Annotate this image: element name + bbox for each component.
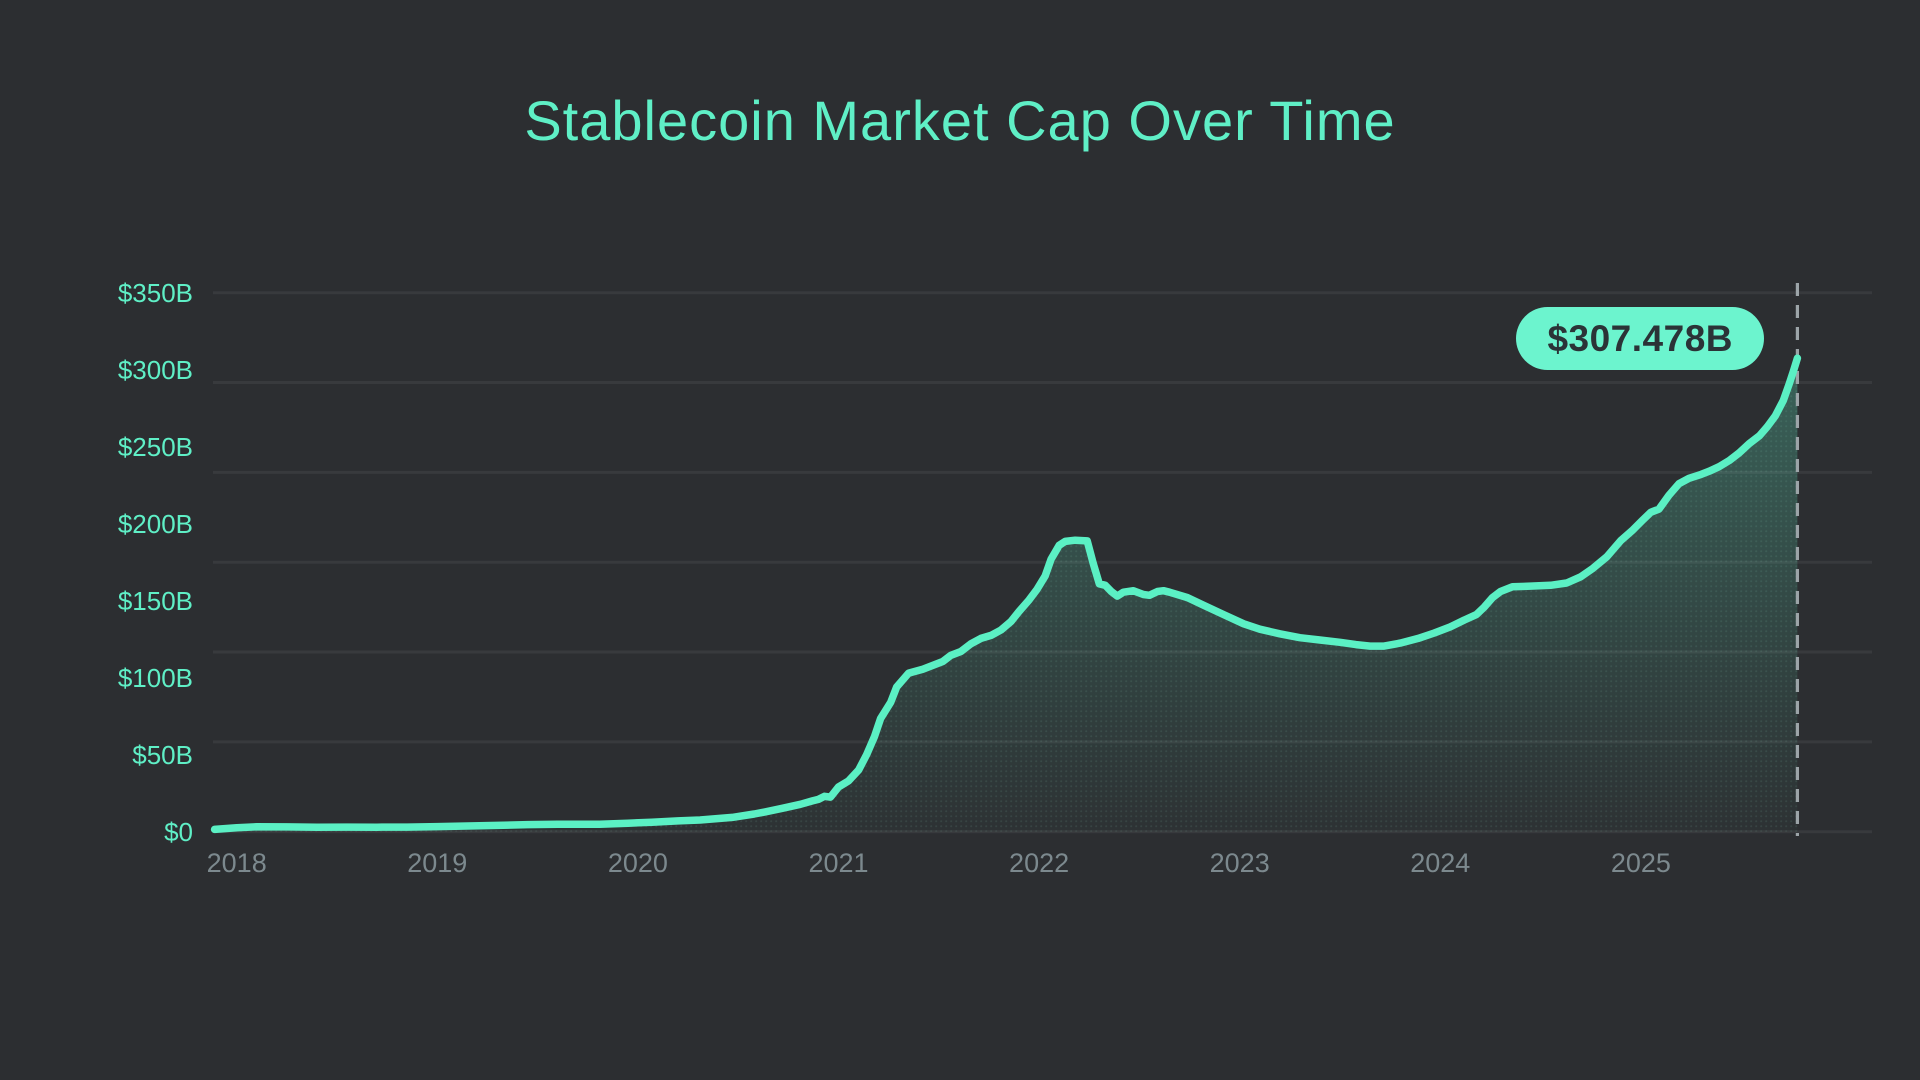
- current-value-badge: $307.478B: [1516, 307, 1764, 370]
- x-axis-label: 2022: [1009, 848, 1070, 878]
- y-axis-label: $0: [164, 816, 193, 847]
- x-axis-label: 2025: [1610, 848, 1671, 878]
- x-axis-label: 2023: [1209, 848, 1270, 878]
- x-axis-label: 2024: [1410, 848, 1471, 878]
- y-axis-label: $50B: [132, 739, 193, 770]
- x-axis-label: 2020: [607, 848, 668, 878]
- x-axis-label: 2021: [808, 848, 869, 878]
- x-axis-label: 2018: [206, 848, 267, 878]
- y-axis-label: $150B: [117, 585, 193, 616]
- area-fill-texture: [214, 358, 1798, 832]
- y-axis-label: $300B: [117, 354, 193, 385]
- y-axis-label: $250B: [117, 431, 193, 462]
- y-axis-label: $100B: [117, 662, 193, 693]
- y-axis-label: $350B: [117, 277, 193, 308]
- current-value-label: $307.478B: [1547, 317, 1733, 359]
- series-line: [210, 354, 1802, 834]
- y-axis-label: $200B: [117, 508, 193, 539]
- chart-title: Stablecoin Market Cap Over Time: [524, 89, 1396, 152]
- x-axis-label: 2019: [407, 848, 468, 878]
